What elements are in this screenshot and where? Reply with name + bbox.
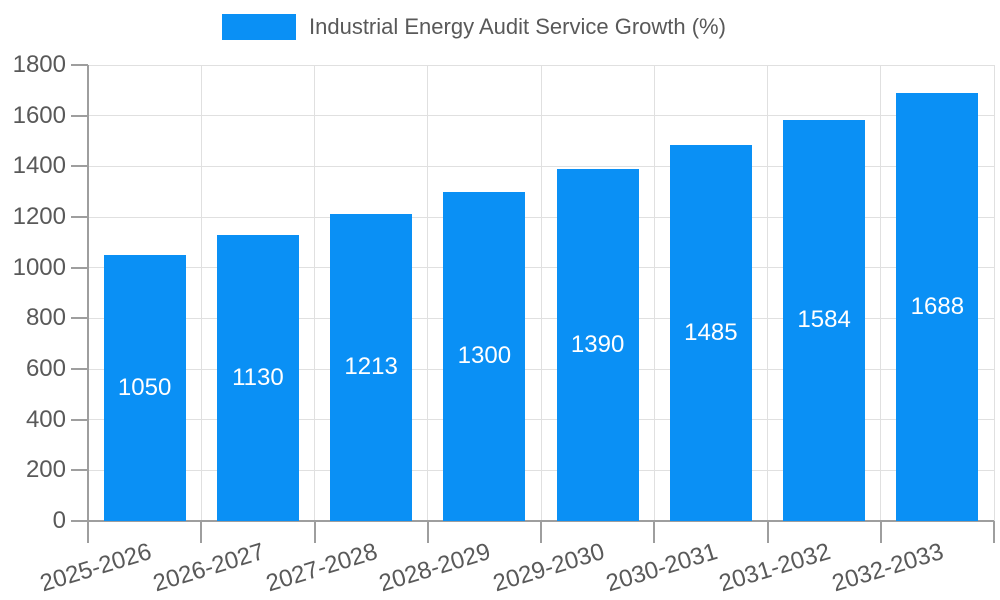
x-axis-tick (879, 521, 882, 543)
y-axis-tick (71, 317, 88, 320)
bar[interactable] (330, 213, 413, 521)
bar[interactable] (556, 168, 639, 521)
y-axis-tick (71, 165, 88, 168)
bar[interactable] (896, 93, 979, 521)
gridline (767, 65, 768, 521)
gridline (200, 65, 202, 521)
gridline (993, 65, 995, 521)
y-axis-line (87, 65, 89, 521)
y-axis-tick-label: 1000 (12, 253, 66, 281)
y-axis-tick (71, 114, 88, 117)
y-axis-tick-label: 1600 (12, 101, 66, 129)
bar[interactable] (783, 119, 866, 521)
bar[interactable] (103, 255, 186, 521)
y-axis-tick (71, 368, 88, 370)
gridline (880, 65, 882, 521)
y-axis-tick-label: 1200 (12, 203, 66, 230)
y-axis-tick-label: 1800 (12, 51, 66, 78)
x-axis-line (88, 520, 994, 522)
x-axis-tick (87, 521, 89, 543)
y-axis-tick (71, 418, 88, 421)
y-axis-tick-label: 400 (25, 405, 66, 433)
y-axis-tick (71, 64, 88, 66)
y-axis-tick-label: 1400 (12, 152, 66, 180)
legend-swatch (222, 14, 296, 40)
bar[interactable] (669, 144, 752, 521)
y-axis-tick-label: 800 (25, 304, 66, 332)
gridline (653, 65, 655, 521)
y-axis-tick-label: 600 (25, 355, 66, 382)
x-axis-tick (200, 521, 203, 543)
x-axis-tick (993, 521, 995, 543)
y-axis-tick-label: 200 (25, 456, 66, 484)
bar[interactable] (216, 234, 299, 521)
gridline (314, 65, 315, 521)
x-axis-tick (313, 521, 316, 543)
x-axis-tick (766, 521, 769, 543)
y-axis-tick (71, 266, 88, 269)
gridline (540, 65, 542, 521)
legend-label: Industrial Energy Audit Service Growth (… (309, 14, 726, 39)
gridline (427, 65, 429, 521)
y-axis-tick (71, 216, 88, 218)
x-axis-tick (426, 521, 429, 543)
x-axis-tick (653, 521, 656, 543)
y-axis-tick (71, 469, 88, 472)
bar[interactable] (443, 191, 526, 521)
legend-item[interactable]: Industrial Energy Audit Service Growth (… (222, 14, 726, 40)
x-axis-tick (540, 521, 542, 543)
y-axis-tick (71, 520, 88, 522)
y-axis-tick-label: 0 (52, 507, 66, 534)
